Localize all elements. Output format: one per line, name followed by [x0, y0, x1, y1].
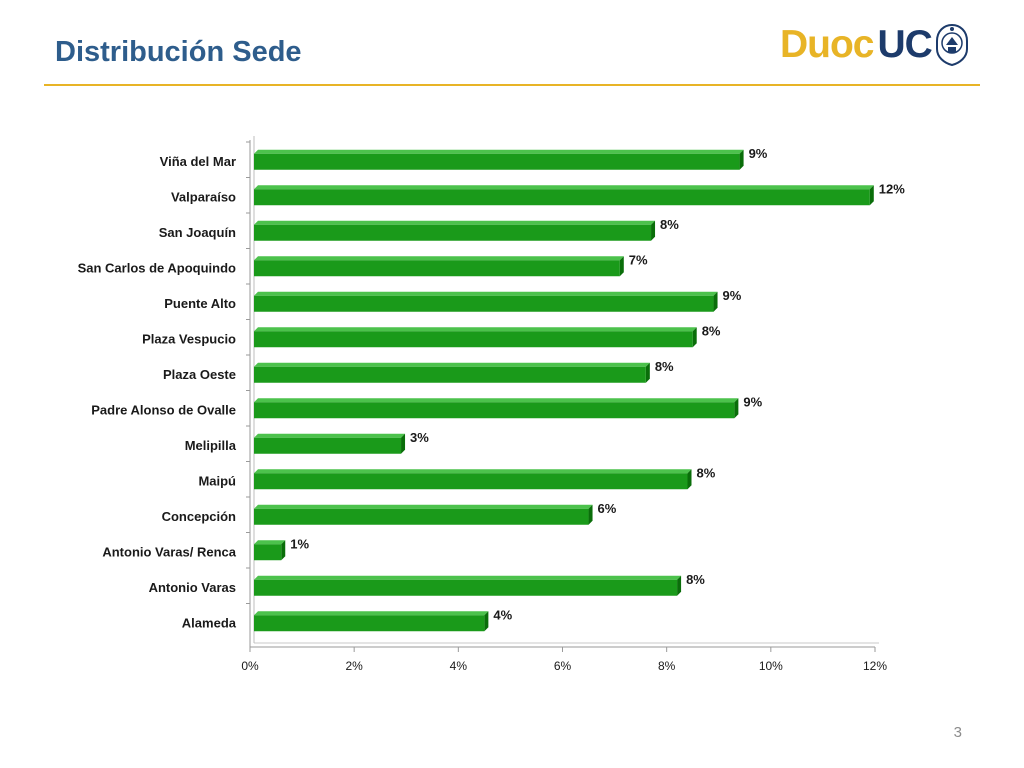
bar-top-face — [254, 611, 489, 616]
bar-side-face — [734, 398, 739, 419]
bar-side-face — [713, 291, 718, 312]
bar — [254, 508, 589, 525]
data-label: 9% — [749, 146, 768, 161]
category-label: Plaza Vespucio — [142, 331, 236, 346]
data-label: 8% — [697, 465, 716, 480]
bar — [254, 224, 652, 241]
bar-top-face — [254, 220, 656, 225]
bar — [254, 153, 740, 170]
data-label: 6% — [598, 501, 617, 516]
bar-side-face — [651, 220, 656, 241]
category-label: Maipú — [198, 473, 236, 488]
logo-text-uc: UC — [877, 23, 933, 66]
bar-side-face — [645, 362, 650, 383]
bar-side-face — [739, 149, 744, 170]
bar — [254, 295, 714, 312]
bar-top-face — [254, 256, 624, 261]
bar-side-face — [484, 611, 489, 632]
bar-top-face — [254, 185, 874, 190]
data-label: 12% — [879, 181, 905, 196]
x-tick-label: 4% — [450, 659, 468, 673]
x-tick-label: 2% — [345, 659, 363, 673]
x-tick-labels: 0% 2% 4% 6% 8% 10% 12% — [241, 659, 887, 673]
bar-top-face — [254, 504, 593, 509]
bar-side-face — [281, 540, 286, 561]
chart-axes — [246, 136, 879, 652]
bar — [254, 615, 485, 632]
bar-top-face — [254, 398, 739, 403]
x-tick-label: 10% — [759, 659, 783, 673]
category-label: Antonio Varas/ Renca — [102, 544, 236, 559]
bar-top-face — [254, 433, 406, 438]
category-label: Antonio Varas — [149, 580, 236, 595]
data-label: 4% — [493, 607, 512, 622]
data-label: 1% — [290, 536, 309, 551]
bar-side-face — [588, 504, 593, 525]
category-label: Melipilla — [185, 438, 237, 453]
data-label: 8% — [660, 217, 679, 232]
bar — [254, 366, 646, 383]
bar-side-face — [677, 575, 682, 596]
bar-top-face — [254, 469, 692, 474]
bar-side-face — [687, 469, 692, 490]
bar — [254, 189, 870, 206]
page-title: Distribución Sede — [55, 36, 302, 68]
bar-side-face — [401, 433, 406, 454]
data-label: 9% — [743, 394, 762, 409]
category-label: San Joaquín — [159, 225, 236, 240]
data-label: 9% — [723, 288, 742, 303]
bar — [254, 331, 693, 348]
bar-top-face — [254, 362, 650, 367]
data-label: 8% — [702, 323, 721, 338]
category-label: Plaza Oeste — [163, 367, 236, 382]
x-tick-label: 6% — [554, 659, 572, 673]
bar — [254, 437, 402, 454]
value-labels: 9% 12% 8% 7% 9% 8% 8% 9% 3% 8% 6% 1% 8% 4% — [290, 146, 905, 623]
x-tick-label: 8% — [658, 659, 676, 673]
data-label: 7% — [629, 252, 648, 267]
bar — [254, 579, 678, 596]
category-label: Puente Alto — [164, 296, 236, 311]
category-label: Valparaíso — [171, 189, 236, 204]
bar — [254, 260, 620, 277]
duoc-uc-logo: Duoc UC — [780, 22, 970, 68]
bar-top-face — [254, 291, 718, 296]
bar-top-face — [254, 575, 682, 580]
data-label: 8% — [655, 359, 674, 374]
x-tick-label: 12% — [863, 659, 887, 673]
data-label: 8% — [686, 572, 705, 587]
category-label: Alameda — [182, 615, 237, 630]
bar — [254, 473, 688, 490]
title-divider — [44, 84, 980, 86]
data-label: 3% — [410, 430, 429, 445]
bar — [254, 544, 282, 561]
logo-text-duoc: Duoc — [780, 23, 874, 66]
university-seal-icon — [935, 23, 968, 67]
page-number: 3 — [953, 724, 962, 741]
chart-bars — [254, 149, 874, 632]
bar — [254, 402, 735, 419]
bar-top-face — [254, 149, 744, 154]
category-label: Padre Alonso de Ovalle — [91, 402, 236, 417]
category-labels: Viña del Mar Valparaíso San Joaquín San Car… — [78, 154, 237, 631]
bar-side-face — [869, 185, 874, 206]
category-label: San Carlos de Apoquindo — [78, 260, 236, 275]
bar-top-face — [254, 327, 697, 332]
bar-side-face — [692, 327, 697, 348]
category-label: Concepción — [162, 509, 236, 524]
x-tick-label: 0% — [241, 659, 259, 673]
category-label: Viña del Mar — [160, 154, 236, 169]
bar-top-face — [254, 540, 286, 545]
bar-side-face — [619, 256, 624, 277]
